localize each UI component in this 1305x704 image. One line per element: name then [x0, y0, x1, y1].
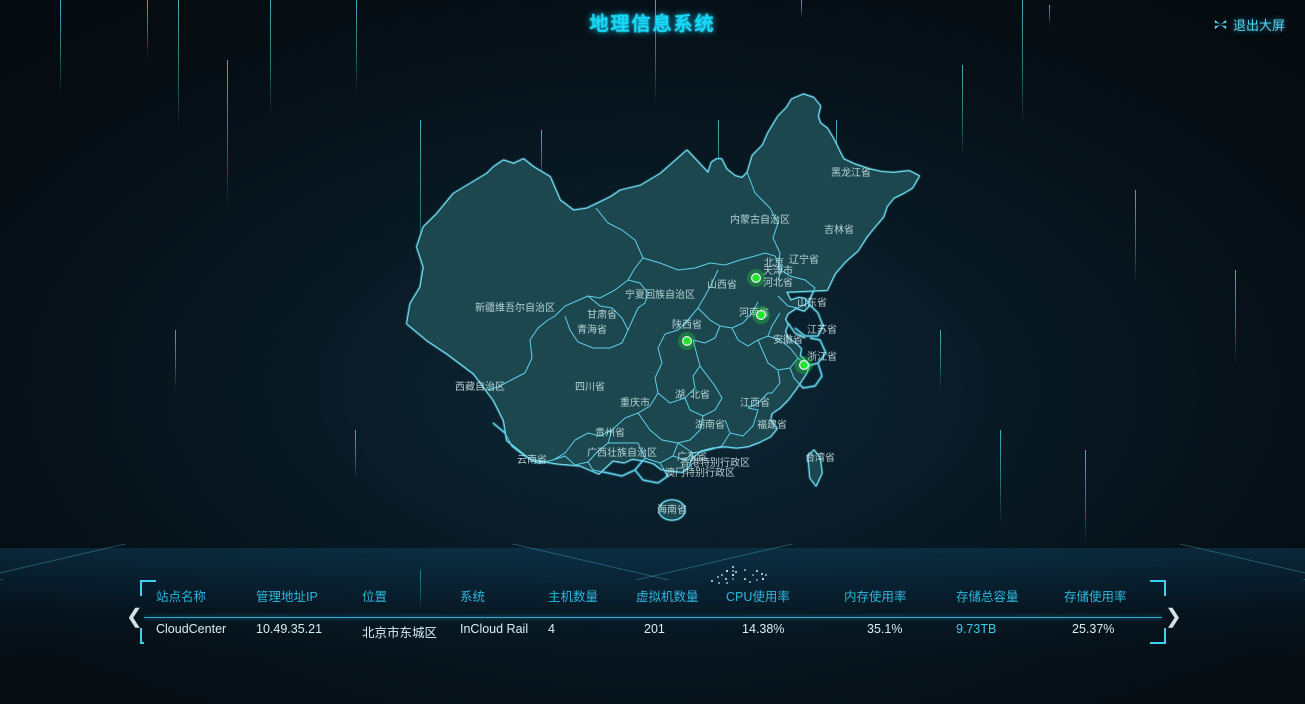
svg-text:辽宁省: 辽宁省 [789, 253, 819, 266]
svg-text:湖北省: 湖北省 [675, 388, 710, 401]
svg-text:安徽省: 安徽省 [773, 333, 803, 346]
svg-text:台湾省: 台湾省 [805, 451, 835, 464]
svg-text:江苏省: 江苏省 [807, 323, 837, 336]
svg-text:澳门特别行政区: 澳门特别行政区 [665, 466, 735, 479]
svg-text:重庆市: 重庆市 [620, 396, 650, 409]
svg-text:云南省: 云南省 [517, 453, 547, 466]
svg-text:黑龙江省: 黑龙江省 [831, 166, 871, 179]
svg-text:湖南省: 湖南省 [695, 418, 725, 431]
svg-text:四川省: 四川省 [575, 380, 605, 393]
svg-text:内蒙古自治区: 内蒙古自治区 [730, 213, 790, 226]
svg-text:宁夏回族自治区: 宁夏回族自治区 [625, 288, 695, 301]
svg-text:江西省: 江西省 [740, 396, 770, 409]
svg-text:青海省: 青海省 [577, 323, 607, 336]
svg-text:新疆维吾尔自治区: 新疆维吾尔自治区 [475, 301, 555, 314]
svg-text:陕西省: 陕西省 [672, 318, 702, 331]
svg-text:天津市: 天津市 [763, 264, 793, 277]
svg-text:福建省: 福建省 [757, 418, 787, 431]
svg-text:吉林省: 吉林省 [824, 223, 854, 236]
svg-text:贵州省: 贵州省 [595, 426, 625, 439]
svg-text:山东省: 山东省 [797, 296, 827, 309]
svg-text:山西省: 山西省 [707, 278, 737, 291]
svg-text:海南省: 海南省 [657, 503, 687, 516]
svg-text:河北省: 河北省 [763, 276, 793, 289]
svg-text:西藏自治区: 西藏自治区 [455, 380, 505, 393]
svg-text:甘肃省: 甘肃省 [587, 308, 617, 321]
svg-text:广西壮族自治区: 广西壮族自治区 [587, 446, 657, 459]
